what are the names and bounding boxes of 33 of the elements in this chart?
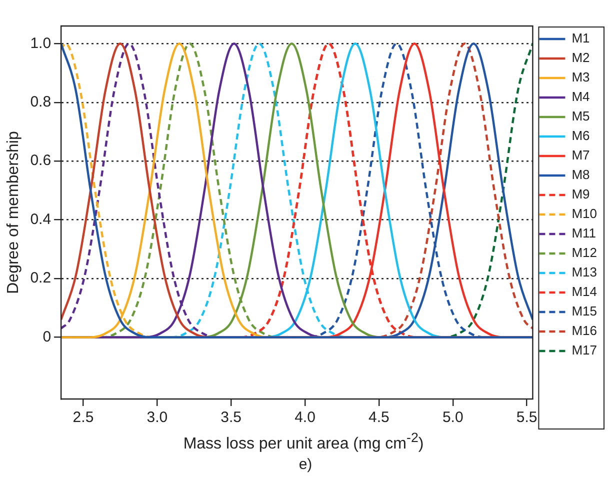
legend-label: M4 [572,89,590,104]
legend-label: M5 [572,108,590,124]
legend-label: M12 [572,245,598,260]
y-tick-label: 0.6 [30,152,52,170]
legend-label: M9 [572,186,590,202]
x-tick-label: 3.5 [220,409,242,426]
legend-label: M2 [572,50,590,66]
legend-label: M10 [572,206,598,222]
x-tick-label: 4.5 [368,409,390,426]
x-tick-label: 3.0 [146,409,168,426]
legend-label: M13 [572,264,598,280]
legend-label: M16 [572,323,598,338]
legend-label: M3 [572,70,590,85]
x-tick-label: 5.5 [516,409,538,426]
x-tick-label: 5.0 [442,409,464,426]
x-tick-label: 2.5 [72,409,94,426]
legend-label: M1 [572,30,590,46]
legend-label: M11 [572,226,596,241]
legend-label: M8 [572,167,590,182]
legend-label: M6 [572,128,590,144]
x-tick-label: 4.0 [294,409,316,426]
x-axis-title: Mass loss per unit area (mg cm$^{-2}$) [182,430,425,454]
y-tick-label: 0.4 [30,210,52,228]
y-axis-title: Degree of membership [5,131,22,294]
legend-label: M17 [572,342,598,358]
y-tick-label: 0 [42,328,52,346]
legend-label: M15 [572,304,598,319]
y-tick-label: 1.0 [30,34,52,52]
y-tick-label: 0.2 [30,270,52,287]
y-tick-label: 0.8 [30,94,52,111]
legend-label: M14 [572,284,598,300]
text: e) [298,456,314,473]
legend-label: M7 [572,148,590,163]
